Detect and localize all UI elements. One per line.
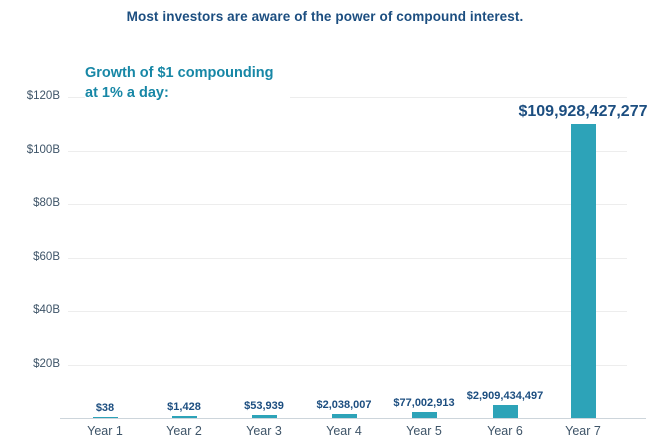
y-tick-label: $40B	[33, 304, 60, 316]
bar-year-1	[92, 417, 118, 418]
value-label: $2,909,434,497	[466, 390, 544, 402]
chart-title: Most investors are aware of the power of…	[126, 9, 524, 24]
x-axis-label: Year 2	[166, 424, 202, 438]
value-label: $53,939	[244, 399, 284, 412]
y-tick-label: $100B	[26, 143, 60, 156]
bar-year-3	[251, 414, 277, 418]
gridline	[68, 204, 627, 205]
chart-subtitle: Growth of $1 compounding at 1% a day:	[85, 63, 290, 103]
x-axis-label: Year 5	[406, 424, 442, 438]
gridline	[68, 257, 627, 259]
gridline	[68, 150, 627, 152]
x-axis-label: Year 6	[487, 424, 523, 438]
value-label: $2,038,007	[316, 398, 372, 411]
x-axis-label: Year 1	[87, 424, 123, 438]
bar-year-6	[492, 405, 518, 418]
bar-year-4	[331, 413, 357, 418]
bar-year-7	[570, 123, 596, 418]
bar-year-2	[171, 415, 197, 418]
gridline	[68, 311, 627, 312]
chart-subtitle-line1: Growth of $1 compounding	[85, 65, 274, 81]
y-tick-label: $80B	[33, 197, 60, 209]
chart-subtitle-line2: at 1% a day:	[85, 85, 169, 101]
value-label: $1,428	[167, 400, 201, 413]
x-axis-line	[60, 418, 646, 419]
x-axis-label: Year 4	[326, 424, 362, 438]
x-axis-label: Year 7	[565, 424, 601, 438]
value-label: $77,002,913	[393, 397, 455, 409]
gridline	[68, 364, 627, 366]
gridline	[68, 97, 627, 98]
y-tick-label: $60B	[33, 250, 60, 263]
value-label: $38	[95, 402, 115, 414]
y-tick-label: $120B	[26, 90, 60, 102]
y-tick-label: $20B	[33, 357, 60, 370]
value-label: $109,928,427,277	[518, 102, 648, 120]
x-axis-label: Year 3	[246, 424, 282, 438]
bar-year-5	[411, 412, 437, 418]
